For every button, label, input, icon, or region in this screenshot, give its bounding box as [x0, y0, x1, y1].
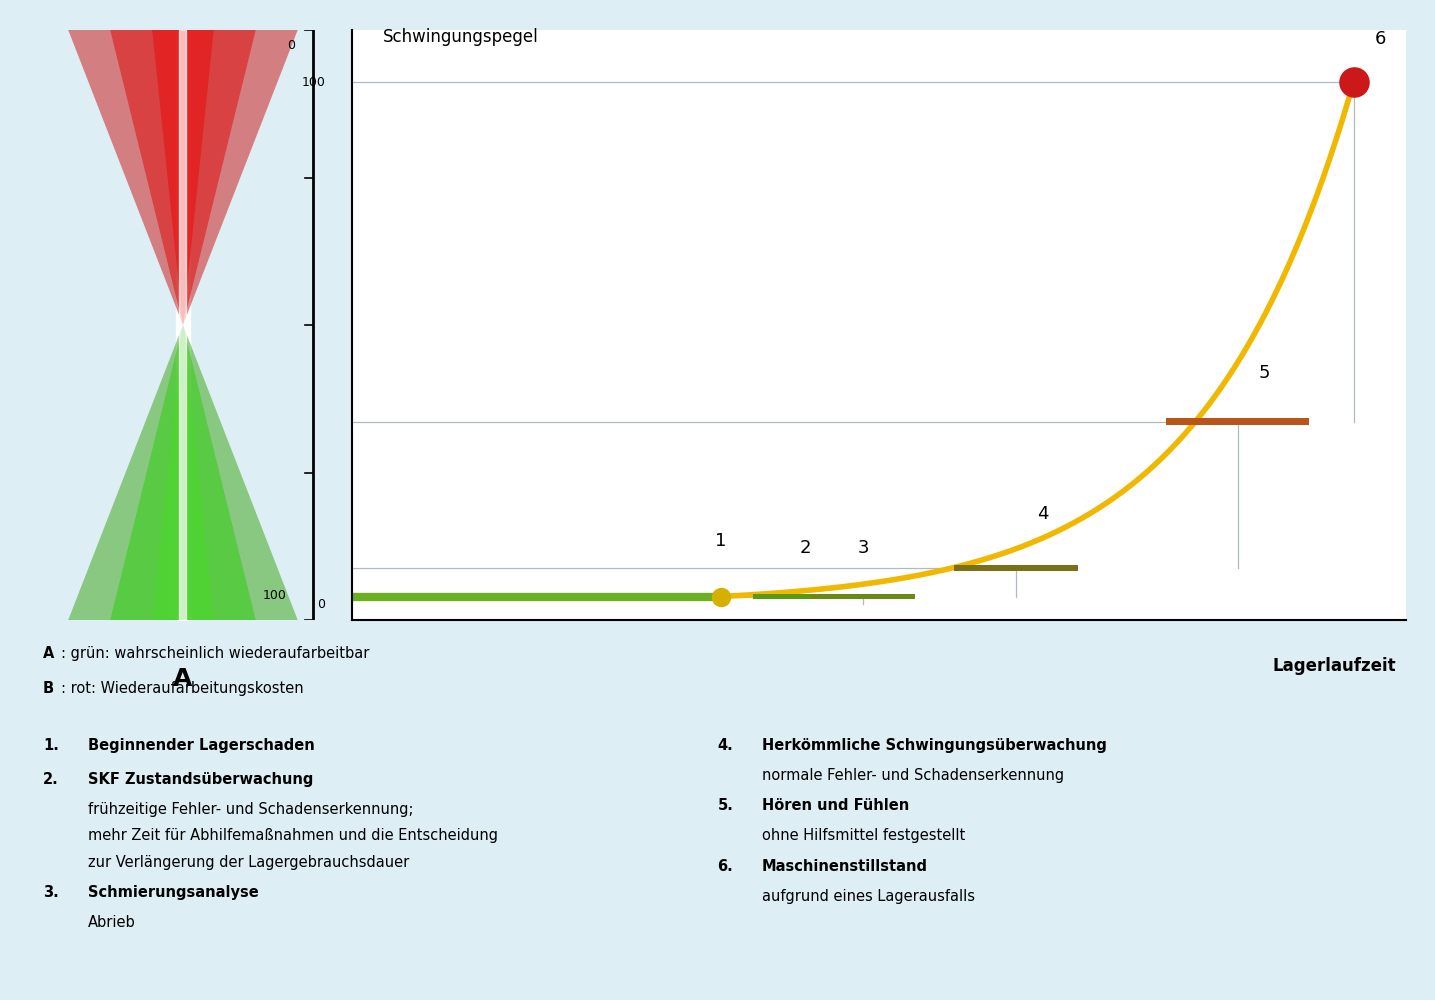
Polygon shape: [69, 30, 297, 325]
Polygon shape: [110, 30, 255, 325]
Text: 5.: 5.: [718, 798, 733, 813]
Text: Lagerlaufzeit: Lagerlaufzeit: [1273, 657, 1396, 675]
Text: 3.: 3.: [43, 885, 59, 900]
Text: Herkömmliche Schwingungsüberwachung: Herkömmliche Schwingungsüberwachung: [762, 738, 1106, 753]
Text: 6: 6: [1375, 30, 1386, 48]
Text: : rot: Wiederaufarbeitungskosten: : rot: Wiederaufarbeitungskosten: [60, 681, 303, 696]
Text: 1.: 1.: [43, 738, 59, 753]
Text: 100: 100: [263, 589, 287, 602]
Text: Maschinenstillstand: Maschinenstillstand: [762, 859, 928, 874]
Text: SKF Zustandsüberwachung: SKF Zustandsüberwachung: [88, 772, 313, 787]
Bar: [811, 594, 916, 599]
Text: 2: 2: [799, 539, 811, 557]
Bar: [1167, 418, 1309, 425]
Text: Abrieb: Abrieb: [88, 915, 135, 930]
Text: 1: 1: [715, 532, 726, 550]
Text: A: A: [174, 667, 192, 691]
Text: normale Fehler- und Schadenserkennung: normale Fehler- und Schadenserkennung: [762, 768, 1065, 783]
Text: 4.: 4.: [718, 738, 733, 753]
Text: 0: 0: [287, 39, 296, 52]
Text: 0: 0: [317, 598, 326, 611]
Text: Beginnender Lagerschaden: Beginnender Lagerschaden: [88, 738, 314, 753]
Text: aufgrund eines Lagerausfalls: aufgrund eines Lagerausfalls: [762, 889, 974, 904]
Text: : grün: wahrscheinlich wiederaufarbeitbar: : grün: wahrscheinlich wiederaufarbeitba…: [60, 646, 369, 661]
Text: 2.: 2.: [43, 772, 59, 787]
Text: 3: 3: [857, 539, 868, 557]
Bar: [753, 594, 857, 599]
Polygon shape: [152, 30, 214, 325]
Text: B: B: [43, 681, 55, 696]
Text: Schwingungspegel: Schwingungspegel: [383, 28, 540, 46]
Text: Schmierungsanalyse: Schmierungsanalyse: [88, 885, 258, 900]
Text: mehr Zeit für Abhilfemaßnahmen und die Entscheidung: mehr Zeit für Abhilfemaßnahmen und die E…: [88, 828, 498, 843]
Text: 100: 100: [301, 76, 326, 89]
Text: 4: 4: [1038, 505, 1049, 523]
Text: 6.: 6.: [718, 859, 733, 874]
Text: A: A: [43, 646, 55, 661]
Text: 5: 5: [1258, 364, 1270, 382]
Polygon shape: [110, 325, 255, 620]
Bar: [954, 565, 1078, 571]
Text: ohne Hilfsmittel festgestellt: ohne Hilfsmittel festgestellt: [762, 828, 966, 843]
Text: Hören und Fühlen: Hören und Fühlen: [762, 798, 910, 813]
Polygon shape: [69, 325, 297, 620]
Polygon shape: [152, 325, 214, 620]
Text: zur Verlängerung der Lagergebrauchsdauer: zur Verlängerung der Lagergebrauchsdauer: [88, 855, 409, 870]
Text: frühzeitige Fehler- und Schadenserkennung;: frühzeitige Fehler- und Schadenserkennun…: [88, 802, 413, 817]
